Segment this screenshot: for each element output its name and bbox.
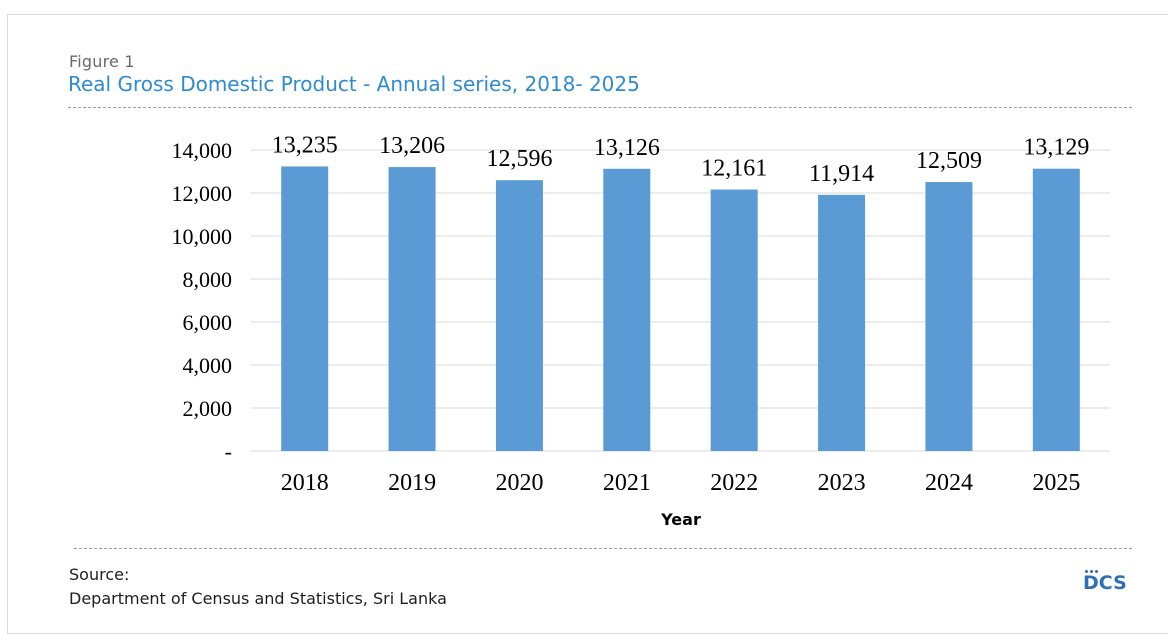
figure-label: Figure 1 bbox=[69, 52, 135, 71]
logo-text: DCS bbox=[1083, 572, 1127, 594]
bar-value-label: 13,129 bbox=[1023, 135, 1089, 161]
x-tick-label: 2025 bbox=[1032, 470, 1080, 496]
y-tick-label: 6,000 bbox=[183, 310, 233, 335]
y-tick-label: - bbox=[225, 439, 232, 464]
y-tick-label: 12,000 bbox=[172, 181, 233, 206]
bottom-divider bbox=[74, 548, 1132, 549]
x-tick-label: 2021 bbox=[603, 470, 651, 496]
bar bbox=[818, 194, 866, 451]
bar bbox=[925, 182, 973, 451]
y-tick-label: 10,000 bbox=[172, 224, 233, 249]
source-text: Department of Census and Statistics, Sri… bbox=[69, 589, 447, 608]
bar bbox=[281, 166, 329, 451]
bar-value-label: 13,126 bbox=[594, 135, 660, 161]
bar bbox=[710, 189, 758, 451]
logo-dots bbox=[1085, 570, 1099, 574]
bar-value-label: 11,914 bbox=[809, 161, 874, 187]
bar bbox=[603, 168, 651, 451]
bar-value-label: 12,596 bbox=[486, 146, 552, 172]
x-axis-title: Year bbox=[660, 510, 701, 529]
x-tick-label: 2023 bbox=[818, 470, 866, 496]
source-label: Source: bbox=[69, 565, 130, 584]
x-tick-label: 2020 bbox=[495, 470, 543, 496]
bar-value-label: 12,509 bbox=[916, 148, 982, 174]
y-tick-label: 8,000 bbox=[183, 267, 233, 292]
x-tick-label: 2019 bbox=[388, 470, 436, 496]
dcs-logo: DCS bbox=[1083, 570, 1135, 594]
bar bbox=[495, 180, 543, 451]
figure-title: Real Gross Domestic Product - Annual ser… bbox=[68, 72, 640, 96]
bar-value-label: 12,161 bbox=[701, 156, 767, 182]
x-tick-label: 2018 bbox=[281, 470, 329, 496]
bar-value-label: 13,235 bbox=[272, 132, 338, 158]
bar bbox=[388, 167, 436, 452]
bar-value-label: 13,206 bbox=[379, 133, 445, 159]
top-divider bbox=[68, 107, 1132, 108]
bar bbox=[1032, 168, 1080, 451]
y-tick-label: 4,000 bbox=[183, 353, 233, 378]
x-tick-label: 2024 bbox=[925, 470, 973, 496]
y-tick-label: 2,000 bbox=[183, 396, 233, 421]
bar-chart: - 2,000 4,000 6,000 8,000 10,000 12,000 14,000 1… bbox=[172, 132, 1110, 529]
figure-frame bbox=[7, 14, 1168, 634]
y-tick-label: 14,000 bbox=[172, 138, 233, 163]
x-tick-label: 2022 bbox=[710, 470, 758, 496]
